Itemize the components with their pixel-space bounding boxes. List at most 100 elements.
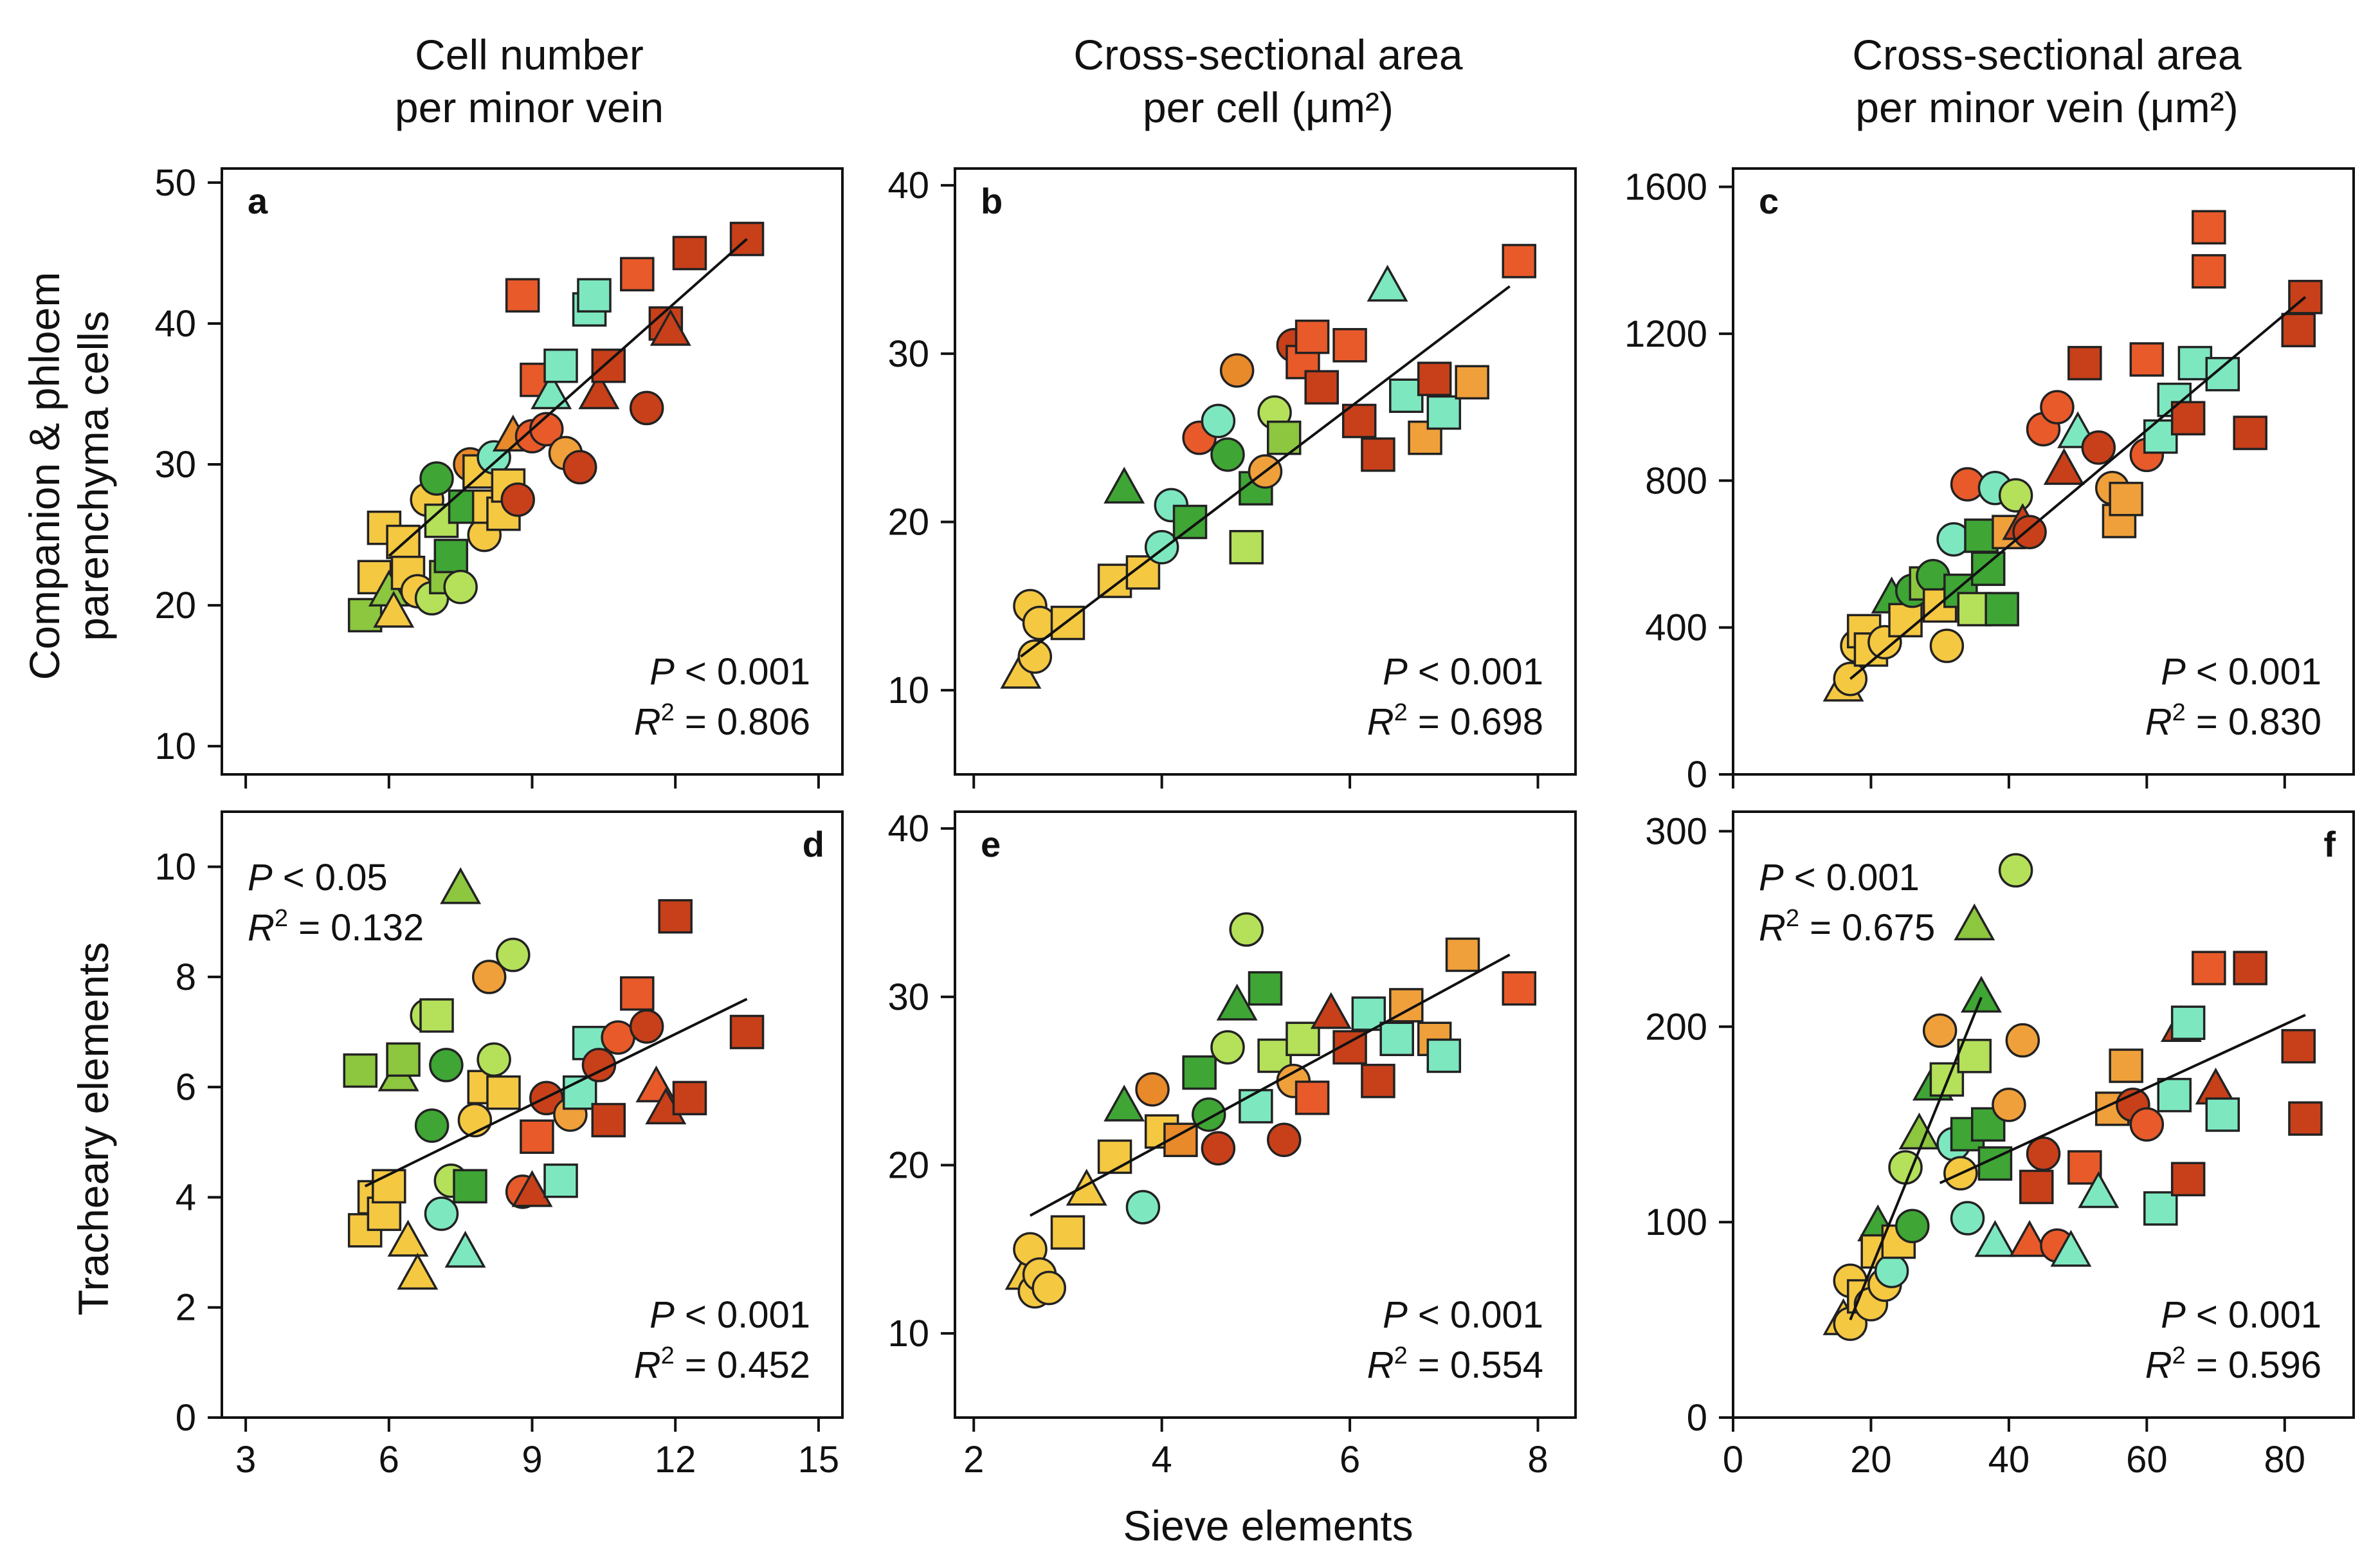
point-f-30 [2019, 1169, 2054, 1205]
column-title-a-line2: per minor vein [395, 84, 664, 131]
point-a-13 [433, 538, 469, 574]
point-f-24 [1974, 1219, 2016, 1257]
point-d-25 [511, 1170, 553, 1207]
point-d-35 [620, 976, 655, 1011]
point-d-23 [496, 937, 531, 972]
fit-line-e [1030, 953, 1511, 1217]
point-c-42 [2205, 356, 2240, 392]
panel-a: 10 20 30 40 50 a P < 0.001 R2 = 0.806 [154, 162, 844, 789]
point-d-0 [343, 1053, 378, 1088]
panel-e: 10 20 30 40 2 4 6 8 e P < 0.001 R2 = 0.554 [887, 808, 1577, 1481]
point-e-8 [1104, 1084, 1145, 1122]
point-c-33 [2109, 482, 2143, 516]
y-tick-label-d-2: 2 [176, 1287, 196, 1329]
point-d-15 [440, 867, 482, 904]
point-e-6 [1066, 1169, 1107, 1206]
point-f-49 [2281, 1028, 2316, 1064]
point-e-9 [1125, 1190, 1161, 1225]
y-tick-label-d-0: 0 [176, 1397, 196, 1439]
point-f-44 [2170, 1162, 2206, 1197]
point-e-35 [1502, 971, 1537, 1006]
panel-f: 0 100 200 300 0 20 40 60 80 f P < 0.001 R2 = 0.596 P… [1645, 810, 2355, 1481]
point-d-41 [729, 1014, 765, 1050]
point-c-44 [2281, 313, 2316, 347]
point-b-15 [1229, 530, 1264, 565]
y-tick-label-c-1600: 1600 [1624, 167, 1707, 208]
point-d-6 [386, 1042, 421, 1077]
point-a-29 [531, 372, 572, 410]
y-tick-label-f-0: 0 [1687, 1397, 1707, 1439]
point-a-14 [443, 569, 478, 605]
point-d-33 [591, 1102, 626, 1138]
point-d-10 [414, 1108, 450, 1143]
point-e-10 [1135, 1072, 1170, 1107]
y-tick-label-c-400: 400 [1645, 607, 1707, 649]
point-a-40 [650, 309, 691, 346]
point-d-7 [387, 1219, 429, 1257]
y-tick-label-a-10: 10 [154, 726, 196, 767]
point-f-47 [2205, 1097, 2240, 1132]
x-tick-label-d-9: 9 [522, 1439, 542, 1481]
point-b-14 [1219, 353, 1255, 388]
point-d-40 [672, 1081, 707, 1116]
point-a-32 [562, 450, 597, 485]
point-e-18 [1229, 912, 1264, 947]
p-value-f: P < 0.001 [2161, 1294, 2321, 1336]
panel-c-frame [1732, 167, 2355, 776]
point-b-13 [1210, 437, 1245, 472]
y-tick-label-f-300: 300 [1645, 810, 1707, 852]
point-b-12 [1201, 403, 1236, 439]
point-e-33 [1426, 1038, 1462, 1073]
point-a-41 [672, 235, 707, 271]
point-f-11 [1895, 1209, 1930, 1243]
point-a-25 [505, 278, 540, 313]
p-value-c: P < 0.001 [2161, 651, 2321, 693]
point-d-17 [453, 1169, 487, 1204]
point-c-20 [1985, 592, 2019, 626]
y-tick-label-c-1200: 1200 [1624, 313, 1707, 355]
fit-line-b [1020, 285, 1511, 658]
y-tick-label-a-20: 20 [154, 585, 196, 626]
x-tick-label-e-8: 8 [1527, 1439, 1548, 1481]
point-b-27 [1367, 264, 1408, 302]
y-tick-label-e-20: 20 [887, 1145, 929, 1187]
panel-e-frame [954, 810, 1577, 1419]
point-a-4 [373, 590, 415, 628]
point-f-21 [1954, 903, 1995, 940]
r-squared-2-d: R2 = 0.132 [248, 905, 424, 949]
point-f-22 [1961, 976, 2002, 1013]
point-d-36 [629, 1009, 664, 1044]
point-c-40 [2192, 210, 2226, 245]
point-e-34 [1445, 937, 1480, 972]
point-e-17 [1216, 983, 1258, 1021]
point-f-45 [2192, 951, 2226, 985]
y-tick-label-d-4: 4 [176, 1176, 196, 1218]
panel-b-frame [954, 167, 1577, 776]
x-tick-label-f-60: 60 [2126, 1439, 2168, 1481]
point-a-10 [419, 461, 454, 496]
fit-line-2-f [1849, 996, 1983, 1320]
point-b-22 [1294, 319, 1330, 354]
point-f-14 [1922, 1013, 1958, 1048]
y-tick-label-b-10: 10 [887, 670, 929, 711]
point-b-26 [1361, 437, 1395, 472]
point-c-7 [1888, 603, 1923, 637]
point-b-32 [1455, 365, 1489, 400]
panel-letter-b: b [981, 181, 1003, 221]
point-f-50 [2288, 1101, 2323, 1136]
point-b-25 [1341, 403, 1377, 439]
p-value-b: P < 0.001 [1383, 651, 1543, 693]
point-d-39 [658, 899, 693, 934]
x-axis-label: Sieve elements [1123, 1502, 1413, 1549]
point-e-22 [1266, 1122, 1302, 1157]
r-squared-f: R2 = 0.596 [2145, 1342, 2321, 1386]
point-d-16 [444, 1230, 486, 1268]
point-b-2 [1017, 639, 1053, 674]
x-tick-label-d-3: 3 [235, 1439, 256, 1481]
point-e-20 [1248, 971, 1283, 1006]
point-e-19 [1239, 1089, 1273, 1124]
point-f-29 [2009, 1219, 2051, 1257]
y-tick-label-d-10: 10 [154, 846, 196, 888]
y-tick-label-c-0: 0 [1687, 754, 1707, 796]
